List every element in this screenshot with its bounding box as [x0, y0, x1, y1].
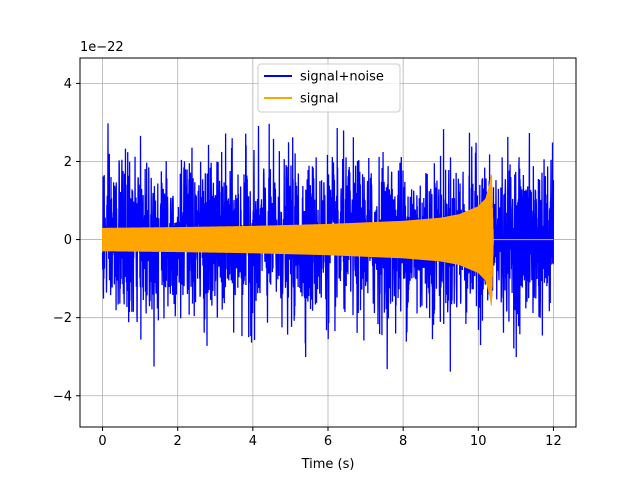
legend-box	[257, 63, 401, 113]
plot-area	[101, 123, 555, 372]
x-tick-label-2: 4	[249, 434, 257, 449]
y-tick-label-3: 2	[64, 155, 72, 170]
x-tick-label-1: 2	[174, 434, 182, 449]
legend: signal+noise signal	[257, 63, 401, 113]
series-line-signal	[101, 174, 554, 306]
x-tick-label-3: 6	[324, 434, 332, 449]
y-tick-label-2: 0	[64, 233, 72, 248]
x-tick-label-6: 12	[545, 434, 562, 449]
legend-label-signal-noise: signal+noise	[300, 70, 384, 85]
y-tick-label-4: 4	[64, 77, 72, 92]
x-tick-label-4: 8	[399, 434, 407, 449]
y-offset-label: 1e−22	[80, 40, 124, 55]
x-tick-label-5: 10	[470, 434, 487, 449]
ticks: 0 2 4 6 8 10 12 −4 −2 0 2 4	[53, 77, 562, 449]
y-tick-label-0: −4	[53, 389, 72, 404]
x-tick-label-0: 0	[98, 434, 106, 449]
legend-label-signal: signal	[300, 92, 338, 107]
y-tick-label-1: −2	[53, 311, 72, 326]
x-axis-label: Time (s)	[301, 457, 355, 472]
